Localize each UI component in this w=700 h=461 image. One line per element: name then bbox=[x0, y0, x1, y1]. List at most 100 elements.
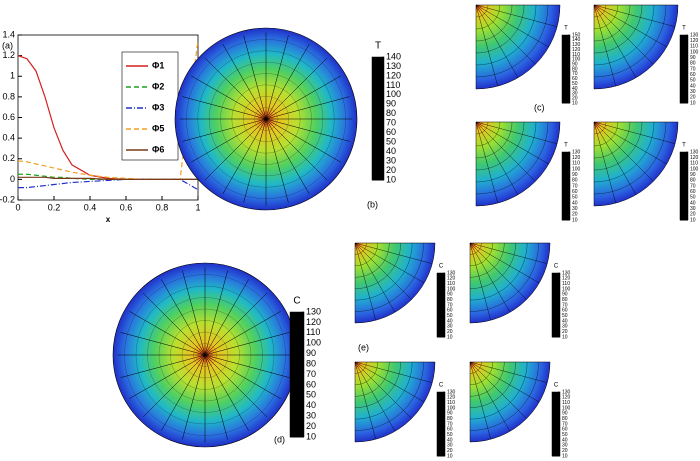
colorbar-band bbox=[437, 424, 445, 428]
streamline bbox=[204, 279, 249, 356]
colorbar-tick-label: 80 bbox=[447, 297, 453, 303]
colorbar-tick-label: 90 bbox=[386, 99, 396, 109]
legend-label: Φ5 bbox=[152, 123, 164, 133]
colorbar-band bbox=[562, 89, 570, 94]
colorbar-band bbox=[552, 395, 560, 399]
colorbar-tick-label: 80 bbox=[306, 358, 316, 368]
colorbar-band bbox=[680, 99, 688, 104]
colorbar-tick-label: 40 bbox=[447, 318, 453, 324]
streamline bbox=[593, 121, 667, 165]
colorbar-band bbox=[552, 452, 560, 457]
colorbar-tick-label: 60 bbox=[690, 72, 696, 78]
colorbar-tick-label: 130 bbox=[562, 270, 571, 276]
streamline bbox=[354, 361, 433, 383]
colorbar-tick-label: 130 bbox=[572, 149, 581, 155]
colorbar-band bbox=[552, 449, 560, 454]
colorbar-tick-label: 60 bbox=[572, 189, 578, 195]
colorbar-band bbox=[290, 374, 304, 382]
streamline bbox=[475, 4, 549, 48]
colorbar-band bbox=[680, 92, 688, 97]
colorbar-tick-label: 10 bbox=[562, 334, 568, 340]
streamline bbox=[243, 118, 267, 203]
colorbar-tick-label: 30 bbox=[386, 155, 396, 165]
streamline bbox=[475, 121, 549, 165]
y-tick-label: 0.2 bbox=[2, 153, 15, 163]
streamline bbox=[475, 4, 536, 65]
colorbar-band bbox=[680, 38, 688, 43]
colorbar-tick-label: 70 bbox=[562, 421, 568, 427]
colorbar-tick-label: 110 bbox=[572, 52, 580, 58]
colorbar-band bbox=[437, 452, 445, 457]
colorbar-tick-label: 20 bbox=[572, 95, 578, 101]
colorbar-band bbox=[437, 392, 445, 396]
colorbar-tick-label: 100 bbox=[690, 49, 699, 55]
colorbar-band bbox=[680, 179, 688, 184]
colorbar-tick-label: 80 bbox=[386, 108, 396, 118]
streamline bbox=[161, 279, 206, 356]
streamline bbox=[354, 242, 425, 284]
colorbar-tick-label: 110 bbox=[562, 281, 570, 287]
colorbar-band bbox=[437, 333, 445, 338]
streamline bbox=[469, 361, 548, 383]
colorbar-tick-label: 50 bbox=[562, 432, 568, 438]
colorbar-band bbox=[372, 81, 384, 89]
colorbar-band bbox=[437, 420, 445, 425]
colorbar-tick-label: 10 bbox=[690, 100, 696, 106]
colorbar-tick-label: 80 bbox=[447, 416, 453, 422]
colorbar-band bbox=[680, 186, 688, 190]
series-line bbox=[18, 176, 198, 180]
colorbar-band bbox=[437, 317, 445, 322]
colorbar-tick-label: 60 bbox=[572, 76, 578, 82]
colorbar-tick-label: 120 bbox=[572, 47, 581, 53]
colorbar-tick-label: 70 bbox=[447, 302, 453, 308]
streamline bbox=[265, 118, 289, 203]
colorbar-band bbox=[562, 75, 570, 80]
streamline bbox=[204, 354, 281, 399]
colorbar-band bbox=[437, 449, 445, 454]
colorbar-band bbox=[562, 99, 570, 104]
colorbar-band bbox=[290, 343, 304, 350]
y-tick-label: 0 bbox=[10, 174, 15, 184]
colorbar-tick-label: 90 bbox=[447, 292, 453, 298]
colorbar-band bbox=[372, 93, 384, 101]
colorbar-tick-label: 30 bbox=[447, 324, 453, 330]
colorbar-band bbox=[372, 57, 384, 64]
streamline bbox=[469, 361, 491, 440]
colorbar-band bbox=[437, 440, 445, 444]
colorbar-tick-label: 60 bbox=[690, 189, 696, 195]
colorbar-band bbox=[552, 276, 560, 280]
colorbar-band bbox=[552, 305, 560, 309]
colorbar-band bbox=[437, 289, 445, 293]
colorbar-band bbox=[552, 285, 560, 290]
colorbar-tick-label: 50 bbox=[690, 195, 696, 201]
colorbar-band bbox=[680, 175, 688, 180]
colorbar-band bbox=[562, 192, 570, 197]
colorbar-band bbox=[562, 155, 570, 160]
colorbar-band bbox=[290, 393, 304, 400]
colorbar-tick-label: 100 bbox=[572, 166, 581, 172]
colorbar-band bbox=[437, 311, 445, 316]
colorbar-band bbox=[562, 79, 570, 84]
colorbar-band bbox=[562, 52, 570, 56]
x-tick-label: 0.4 bbox=[84, 202, 97, 212]
streamline bbox=[265, 96, 350, 120]
colorbar-band bbox=[552, 308, 560, 312]
colorbar-band bbox=[562, 172, 570, 177]
colorbar-tick-label: 30 bbox=[572, 206, 578, 212]
colorbar-tick-label: 80 bbox=[690, 61, 696, 67]
colorbar-band bbox=[562, 182, 570, 187]
colorbar-band bbox=[562, 206, 570, 211]
colorbar-band bbox=[437, 305, 445, 309]
colorbar-band bbox=[437, 398, 445, 403]
streamline bbox=[475, 4, 498, 87]
colorbar-band bbox=[680, 96, 688, 101]
colorbar-band bbox=[437, 321, 445, 325]
streamline bbox=[204, 354, 228, 440]
colorbar-tick-label: 30 bbox=[447, 443, 453, 449]
colorbar-band bbox=[372, 124, 384, 132]
colorbar-title: T bbox=[375, 41, 381, 52]
colorbar-tick-label: 90 bbox=[562, 411, 568, 417]
colorbar-band bbox=[552, 295, 560, 300]
colorbar-band bbox=[437, 411, 445, 415]
colorbar-band bbox=[437, 433, 445, 438]
